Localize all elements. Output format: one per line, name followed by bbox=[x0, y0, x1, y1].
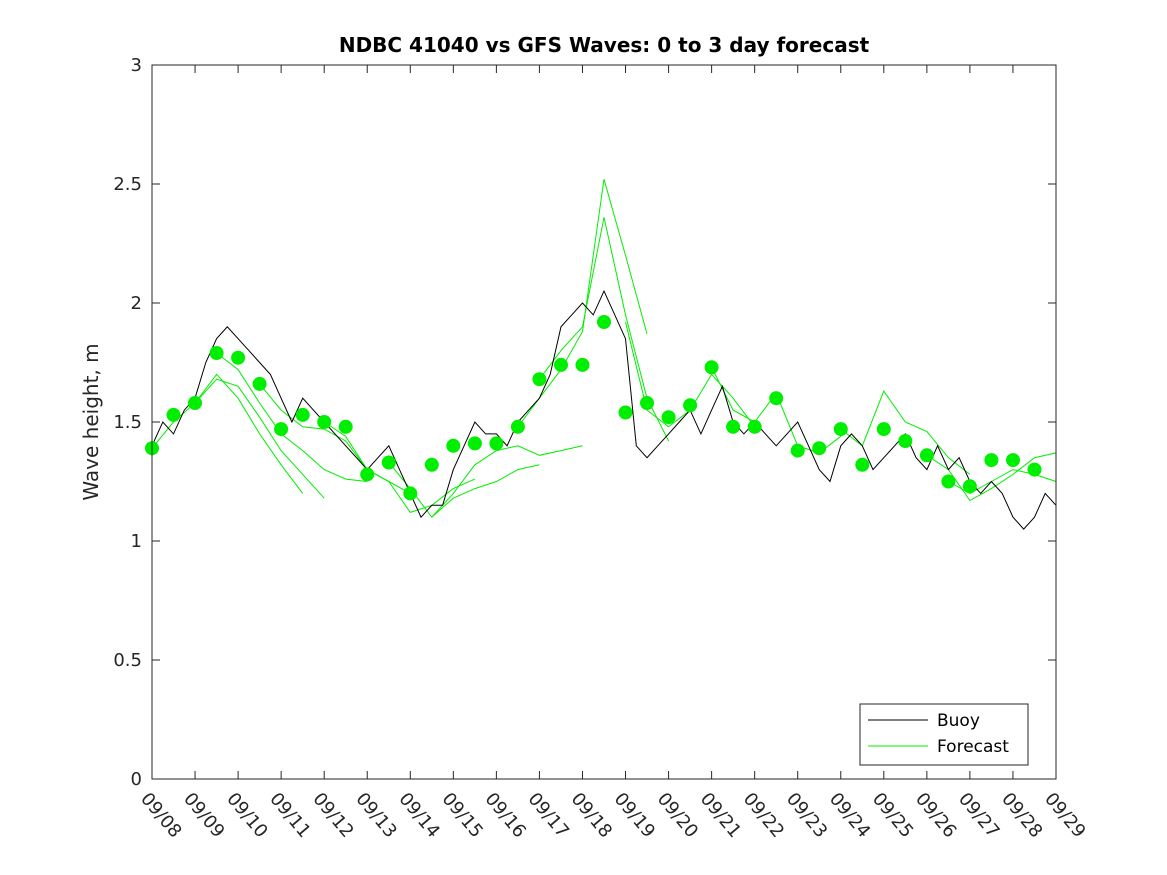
forecast-point bbox=[317, 415, 332, 429]
series-line-buoy bbox=[151, 289, 1057, 530]
forecast-point bbox=[252, 376, 267, 391]
plot-area bbox=[152, 65, 1056, 779]
forecast-point bbox=[898, 434, 913, 448]
forecast-point bbox=[941, 474, 956, 489]
y-tick-label: 0.5 bbox=[113, 650, 142, 671]
forecast-point bbox=[467, 436, 482, 451]
forecast-point bbox=[683, 398, 698, 413]
forecast-run-line bbox=[431, 445, 583, 518]
forecast-point bbox=[833, 422, 848, 437]
forecast-point bbox=[962, 479, 977, 494]
forecast-point bbox=[1006, 453, 1020, 468]
forecast-point bbox=[532, 372, 547, 387]
forecast-point bbox=[812, 441, 827, 456]
y-tick-label: 2.5 bbox=[113, 174, 142, 195]
forecast-point bbox=[403, 486, 418, 501]
forecast-point bbox=[188, 396, 202, 410]
forecast-point bbox=[510, 419, 525, 434]
legend-box bbox=[859, 703, 1029, 766]
y-tick-label: 3 bbox=[131, 55, 142, 76]
forecast-point bbox=[1027, 462, 1042, 477]
forecast-point bbox=[984, 453, 999, 468]
forecast-point bbox=[597, 315, 611, 329]
forecast-point bbox=[855, 457, 870, 472]
forecast-run-line bbox=[194, 378, 325, 499]
forecast-point bbox=[209, 346, 224, 360]
forecast-point bbox=[489, 436, 504, 451]
forecast-point bbox=[704, 360, 719, 375]
forecast-point bbox=[381, 455, 396, 470]
legend: Buoy Forecast bbox=[859, 703, 1029, 766]
forecast-point bbox=[747, 419, 762, 434]
forecast-point bbox=[640, 396, 654, 410]
forecast-run-line bbox=[216, 352, 368, 482]
forecast-point bbox=[338, 419, 353, 434]
forecast-point bbox=[554, 357, 568, 372]
series-layer bbox=[151, 289, 1057, 530]
forecast-point bbox=[919, 448, 934, 463]
forecast-point bbox=[274, 422, 289, 437]
chart-title: NDBC 41040 vs GFS Waves: 0 to 3 day fore… bbox=[339, 33, 870, 57]
forecast-run-line bbox=[323, 421, 476, 513]
forecast-markers bbox=[145, 315, 1042, 501]
y-axis: 0 0.5 1 1.5 2 2.5 3 bbox=[113, 55, 1056, 790]
forecast-point bbox=[166, 407, 181, 422]
forecast-point bbox=[876, 422, 891, 437]
forecast-point bbox=[446, 438, 461, 453]
y-tick-label: 1 bbox=[131, 531, 142, 552]
y-tick-label: 0 bbox=[131, 769, 142, 790]
forecast-point bbox=[790, 443, 805, 458]
forecast-point bbox=[618, 405, 633, 420]
forecast-point bbox=[295, 407, 310, 422]
legend-label-buoy: Buoy bbox=[937, 711, 980, 731]
y-axis-label: Wave height, m bbox=[79, 343, 103, 500]
forecast-point bbox=[726, 419, 741, 434]
forecast-point bbox=[769, 391, 784, 406]
y-tick-label: 1.5 bbox=[113, 412, 142, 433]
forecast-point bbox=[424, 457, 439, 472]
y-tick-label: 2 bbox=[131, 293, 142, 314]
forecast-point bbox=[360, 467, 375, 482]
forecast-point bbox=[575, 357, 590, 372]
legend-label-forecast: Forecast bbox=[937, 737, 1009, 757]
forecast-point bbox=[661, 410, 676, 425]
forecast-point bbox=[231, 350, 246, 365]
